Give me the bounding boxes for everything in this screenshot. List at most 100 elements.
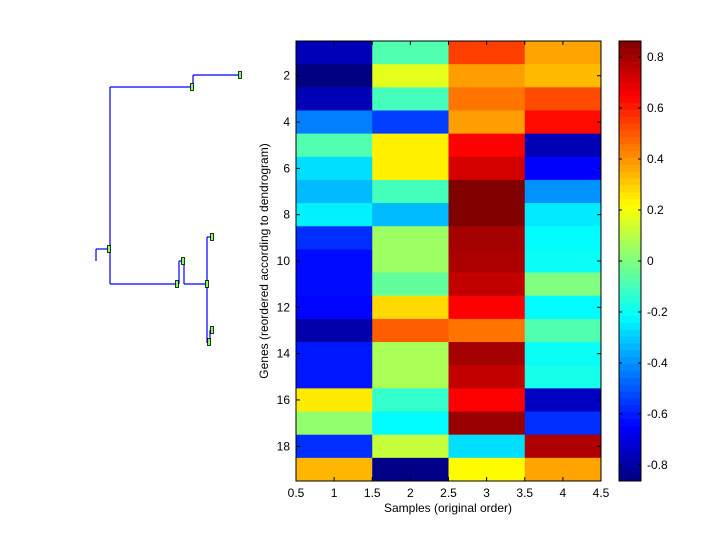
dendrogram-node-marker [238,71,242,79]
x-tick-label: 3 [483,486,490,500]
heatmap-cell [372,411,449,436]
heatmap-cell [372,41,449,65]
heatmap-cell [372,388,449,413]
colorbar-segment [619,336,641,344]
heatmap-cell [524,87,602,111]
colorbar-tick-label: -0.2 [647,305,668,319]
dendrogram-node-marker [205,280,209,288]
colorbar-segment [619,350,641,358]
heatmap-cell [524,41,602,65]
dendrogram-node-marker [210,326,214,334]
heatmap-cell [372,203,449,227]
heatmap-cell [296,110,373,135]
colorbar-segment [619,364,641,372]
heatmap-cell [372,295,449,320]
heatmap-cells [296,41,602,482]
colorbar-tick-label: -0.8 [647,458,668,472]
heatmap-cell [296,133,373,158]
heatmap-cell [372,226,449,250]
heatmap-cell [296,272,373,297]
heatmap-cell [524,411,602,436]
heatmap-cell [524,434,602,459]
colorbar-segment [619,178,641,186]
heatmap-cell [372,249,449,274]
y-tick-label: 10 [277,254,291,268]
colorbar-tick-label: 0.6 [647,101,664,115]
colorbar-segment [619,281,641,289]
colorbar-segment [619,89,641,97]
heatmap-cell [448,41,526,65]
heatmap-cell [524,133,602,158]
colorbar-segment [619,68,641,76]
heatmap-cell [448,203,526,227]
y-tick-label: 14 [277,347,291,361]
x-tick-label: 3.5 [516,486,533,500]
heatmap-cell [296,156,373,181]
y-tick-label: 18 [277,439,291,453]
heatmap-cell [524,110,602,135]
y-tick-label: 2 [283,69,290,83]
colorbar-segment [619,288,641,296]
dendrogram [95,71,242,346]
heatmap-cell [448,411,526,436]
heatmap-cell [372,133,449,158]
heatmap-cell [524,365,602,389]
colorbar-segment [619,357,641,365]
heatmap-cell [524,156,602,181]
colorbar-segment [619,467,641,475]
y-axis-label: Genes (reordered according to dendrogram… [257,143,271,378]
x-tick-label: 1.5 [364,486,381,500]
heatmap-cell [296,226,373,250]
colorbar-tick-label: 0.4 [647,152,664,166]
heatmap-cell [448,318,526,343]
colorbar-segment [619,157,641,166]
dendrogram-node-marker [175,280,179,288]
heatmap-cell [372,318,449,343]
y-tick-label: 6 [283,161,290,175]
colorbar-segment [619,47,641,56]
heatmap-cell [448,457,526,482]
colorbar-segment [619,371,641,379]
x-axis-label: Samples (original order) [384,501,512,515]
colorbar-segment [619,412,641,420]
colorbar-tick-label: 0 [647,254,654,268]
heatmap-cell [296,365,373,389]
y-tick-label: 4 [283,115,290,129]
heatmap-cell [372,342,449,366]
colorbar-segment [619,226,641,234]
colorbar-segment [619,219,641,228]
heatmap-cell [372,272,449,297]
heatmap-cell [448,133,526,158]
heatmap-cell [372,87,449,111]
heatmap-cell [448,249,526,274]
heatmap-cell [524,179,602,204]
heatmap-cell [372,156,449,181]
heatmap-cell [448,388,526,413]
colorbar-segment [619,206,641,214]
colorbar-segment [619,384,641,393]
heatmap-cell [448,226,526,250]
heatmap-cell [448,342,526,366]
dendrogram-node-marker [207,338,211,346]
heatmap-cell [448,365,526,389]
colorbar-segment [619,391,641,399]
colorbar-segment [619,343,641,351]
colorbar-segment [619,82,641,90]
heatmap-cell [524,388,602,413]
colorbar-segment [619,151,641,159]
heatmap-cell [448,434,526,459]
colorbar-tick-label: 0.2 [647,203,664,217]
colorbar-segment [619,171,641,179]
colorbar-tick-label: -0.4 [647,356,668,370]
heatmap-cell [372,434,449,459]
colorbar-segment [619,123,641,131]
heatmap-cell [296,179,373,204]
dendrogram-node-marker [190,83,194,91]
heatmap-cell [296,41,373,65]
x-tick-label: 1 [331,486,338,500]
colorbar-segment [619,212,641,221]
colorbar-tick-label: 0.8 [647,50,664,64]
heatmap-cell [448,156,526,181]
colorbar-segment [619,446,641,454]
x-tick-label: 0.5 [288,486,305,500]
